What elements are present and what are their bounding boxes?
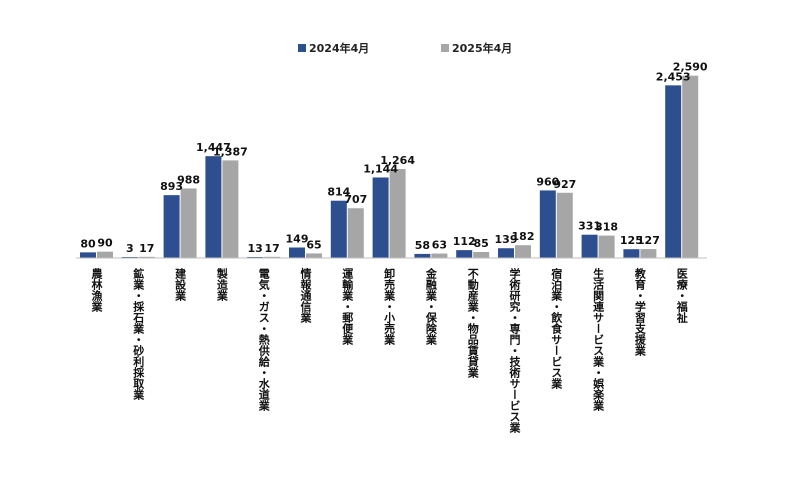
bar-7-0 bbox=[372, 177, 389, 258]
category-label-6: 運輸業・郵便業 bbox=[341, 268, 355, 346]
value-label-2-1: 988 bbox=[177, 173, 200, 186]
legend-label-0: 2024年4月 bbox=[309, 41, 369, 55]
category-label-11: 宿泊業・飲食サービス業 bbox=[550, 267, 564, 390]
category-label-2: 建設業 bbox=[174, 267, 188, 302]
category-label-13: 教育・学習支援業 bbox=[633, 267, 647, 357]
value-label-2-0: 893 bbox=[160, 180, 183, 193]
value-label-13-0: 125 bbox=[620, 234, 643, 247]
bar-11-1 bbox=[556, 192, 573, 258]
bar-11-0 bbox=[539, 190, 556, 258]
bar-5-0 bbox=[289, 247, 305, 258]
bar-13-1 bbox=[640, 249, 657, 258]
bar-3-1 bbox=[222, 160, 239, 258]
bar-0-1 bbox=[97, 251, 113, 258]
value-label-7-1: 1,264 bbox=[380, 154, 415, 167]
legend-swatch-0 bbox=[298, 44, 306, 52]
value-label-14-0: 2,453 bbox=[656, 70, 691, 83]
category-label-10: 学術研究・専門・技術サービス業 bbox=[508, 267, 522, 434]
value-label-8-1: 63 bbox=[432, 239, 447, 252]
value-label-1-0: 3 bbox=[126, 242, 134, 255]
category-label-8: 金融業・保険業 bbox=[424, 267, 438, 346]
bar-7-1 bbox=[389, 169, 406, 258]
category-label-14: 医療・福祉 bbox=[675, 268, 689, 324]
bar-12-0 bbox=[581, 234, 598, 258]
bar-8-0 bbox=[414, 253, 431, 258]
value-label-7-0: 1,144 bbox=[363, 162, 398, 175]
value-label-5-1: 65 bbox=[306, 238, 321, 251]
bar-14-1 bbox=[682, 75, 699, 258]
value-label-11-0: 960 bbox=[536, 175, 559, 188]
category-label-7: 卸売業・小売業 bbox=[383, 267, 397, 346]
value-label-1-1: 17 bbox=[139, 242, 154, 255]
category-label-12: 生活関連サービス業・娯楽業 bbox=[592, 267, 606, 412]
bar-10-0 bbox=[498, 248, 514, 258]
bar-10-1 bbox=[515, 245, 531, 258]
bars bbox=[80, 75, 699, 259]
bar-4-1 bbox=[264, 256, 281, 258]
bar-6-1 bbox=[347, 208, 364, 258]
bar-12-1 bbox=[598, 235, 615, 258]
value-label-10-0: 139 bbox=[495, 233, 518, 246]
bar-6-0 bbox=[330, 200, 347, 258]
bar-5-1 bbox=[306, 253, 322, 258]
category-label-0: 農林漁業 bbox=[90, 267, 104, 313]
value-label-0-0: 80 bbox=[80, 237, 96, 250]
category-label-4: 電気・ガス・熱供給・水道業 bbox=[257, 268, 271, 412]
category-label-3: 製造業 bbox=[215, 267, 229, 302]
category-labels: 農林漁業 鉱業・採石業・砂利採取業 建設業 製造業 電気・ガス・熱供給・水道業 情報通信業… bbox=[90, 267, 689, 434]
category-label-1: 鉱業・採石業・砂利採取業 bbox=[132, 267, 146, 401]
bar-9-1 bbox=[473, 252, 490, 258]
value-label-14-1: 2,590 bbox=[673, 61, 708, 74]
value-label-12-0: 331 bbox=[578, 220, 601, 233]
value-label-3-0: 1,447 bbox=[196, 141, 231, 154]
bar-1-1 bbox=[138, 256, 155, 258]
value-label-3-1: 1,387 bbox=[213, 145, 248, 158]
bar-9-0 bbox=[456, 250, 473, 258]
value-label-12-1: 318 bbox=[595, 221, 618, 234]
value-label-4-1: 17 bbox=[265, 242, 280, 255]
value-label-9-1: 85 bbox=[474, 237, 489, 250]
value-label-10-1: 182 bbox=[512, 230, 535, 243]
value-label-8-0: 58 bbox=[415, 239, 430, 252]
value-label-11-1: 927 bbox=[553, 178, 576, 191]
value-label-0-1: 90 bbox=[97, 237, 113, 250]
value-label-6-1: 707 bbox=[344, 193, 367, 206]
bar-2-1 bbox=[180, 188, 197, 258]
legend-swatch-1 bbox=[441, 44, 449, 52]
category-label-5: 情報通信業 bbox=[299, 267, 313, 324]
bar-3-0 bbox=[205, 156, 222, 258]
value-label-6-0: 814 bbox=[327, 186, 350, 199]
bar-2-0 bbox=[163, 195, 180, 258]
value-label-5-0: 149 bbox=[286, 233, 309, 246]
bar-0-0 bbox=[80, 252, 96, 258]
legend-label-1: 2025年4月 bbox=[452, 41, 512, 55]
category-label-9: 不動産業・物品賃貸業 bbox=[466, 268, 480, 379]
bar-8-1 bbox=[431, 253, 448, 258]
legend: 2024年4月 2025年4月 bbox=[298, 41, 512, 55]
bar-13-0 bbox=[623, 249, 640, 258]
value-label-13-1: 127 bbox=[637, 234, 660, 247]
bar-14-0 bbox=[665, 85, 682, 259]
value-label-9-0: 112 bbox=[453, 235, 476, 248]
value-label-4-0: 13 bbox=[248, 242, 263, 255]
